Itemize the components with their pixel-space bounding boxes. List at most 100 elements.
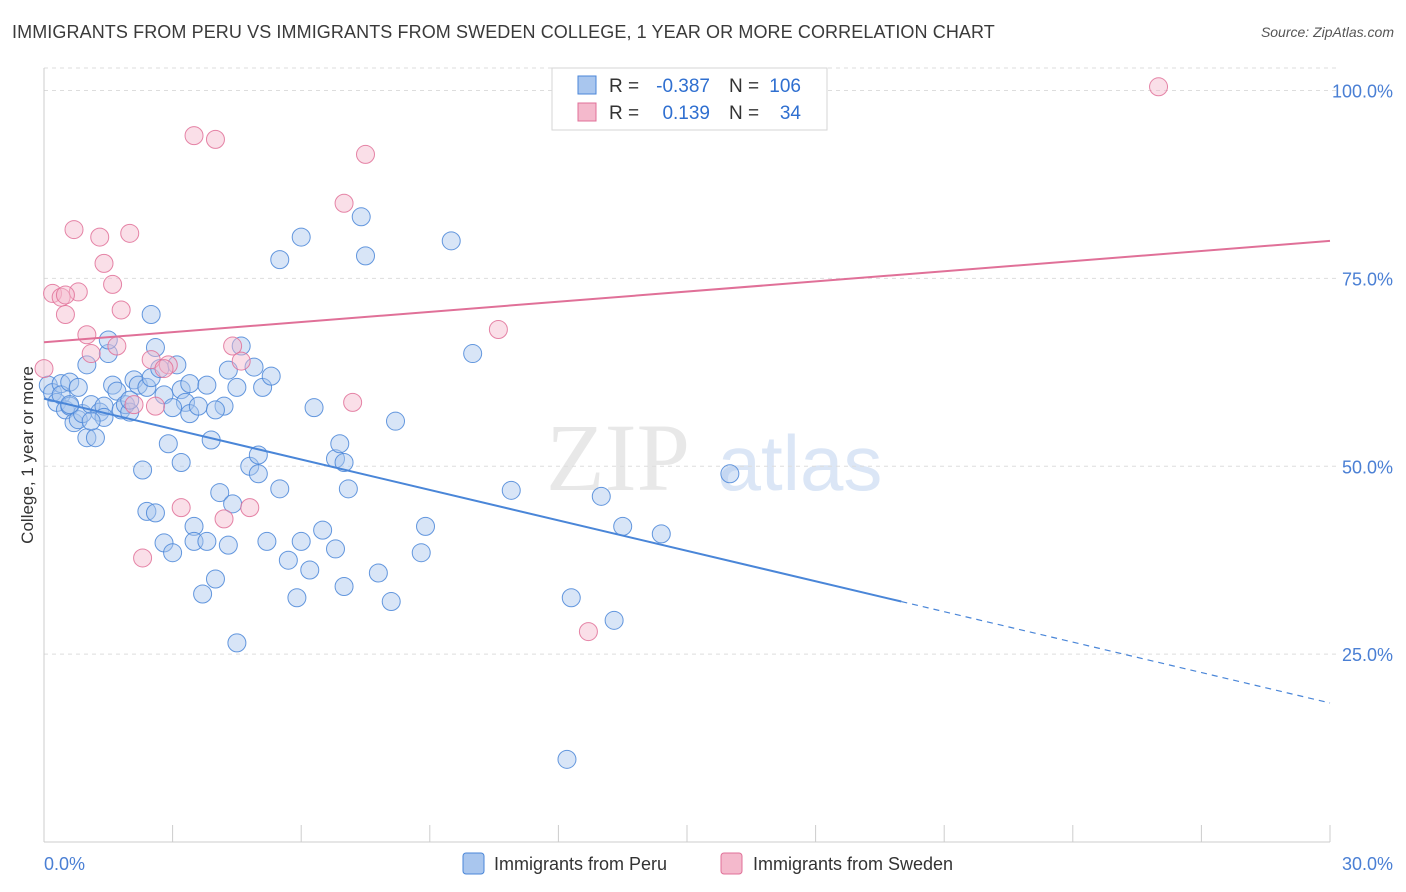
point-sweden <box>223 336 243 356</box>
point-peru <box>81 411 101 431</box>
point-sweden <box>111 300 131 320</box>
point-peru <box>651 524 671 544</box>
watermark-zip: ZIP <box>546 404 690 511</box>
point-peru <box>270 479 290 499</box>
point-peru <box>270 250 290 270</box>
y-tick-label: 75.0% <box>1342 269 1393 289</box>
point-peru <box>338 479 358 499</box>
point-sweden <box>81 344 101 364</box>
point-sweden <box>205 129 225 149</box>
trend-line-peru <box>43 397 902 603</box>
stats-legend: R = -0.387 N = 106 R = 0.139 N = 34 <box>551 67 828 131</box>
point-peru <box>68 377 88 397</box>
point-peru <box>591 486 611 506</box>
legend-n-label-sweden: N = <box>729 103 759 124</box>
point-sweden <box>133 548 153 568</box>
point-peru <box>184 516 204 536</box>
point-peru <box>193 584 213 604</box>
point-peru <box>218 535 238 555</box>
point-peru <box>218 360 238 380</box>
point-peru <box>248 464 268 484</box>
point-peru <box>107 381 127 401</box>
y-tick-label: 25.0% <box>1342 645 1393 665</box>
point-peru <box>604 610 624 630</box>
point-sweden <box>55 285 75 305</box>
legend-r-label-sweden: R = <box>609 103 639 124</box>
legend-swatch-sweden <box>577 102 597 122</box>
legend-swatch-peru <box>577 75 597 95</box>
point-peru <box>171 453 191 473</box>
point-peru <box>158 434 178 454</box>
point-peru <box>501 480 521 500</box>
point-peru <box>257 531 277 551</box>
point-peru <box>175 392 195 412</box>
x-tick-label-max: 30.0% <box>1342 854 1393 874</box>
chart-title: IMMIGRANTS FROM PERU VS IMMIGRANTS FROM … <box>12 22 995 42</box>
stats-legend-box <box>551 67 828 131</box>
point-sweden <box>343 392 363 412</box>
x-tick-label-min: 0.0% <box>44 854 85 874</box>
point-sweden <box>145 396 165 416</box>
point-peru <box>313 520 333 540</box>
x-ticks <box>43 825 1331 842</box>
trend-line-peru-extrapolated <box>901 600 1331 704</box>
bottom-legend-label-peru: Immigrants from Peru <box>494 854 667 874</box>
point-peru <box>334 453 354 473</box>
point-peru <box>291 227 311 247</box>
point-sweden <box>184 126 204 146</box>
point-peru <box>137 377 157 397</box>
y-axis-label: College, 1 year or more <box>18 366 37 544</box>
point-sweden <box>103 274 123 294</box>
point-sweden <box>1149 77 1169 97</box>
legend-n-value-sweden: 34 <box>780 103 802 124</box>
legend-r-value-peru: -0.387 <box>656 76 710 97</box>
point-sweden <box>120 223 140 243</box>
point-peru <box>463 344 483 364</box>
source-label: Source: ZipAtlas.com <box>1260 24 1394 40</box>
bottom-legend-swatch-sweden <box>720 852 743 875</box>
point-peru <box>145 503 165 523</box>
point-sweden <box>488 320 508 340</box>
legend-r-value-sweden: 0.139 <box>662 103 710 124</box>
point-peru <box>325 539 345 559</box>
y-tick-label: 50.0% <box>1342 457 1393 477</box>
point-peru <box>411 543 431 563</box>
point-sweden <box>334 193 354 213</box>
point-peru <box>197 531 217 551</box>
point-peru <box>85 428 105 448</box>
point-sweden <box>94 253 114 273</box>
point-sweden <box>55 304 75 324</box>
point-peru <box>386 411 406 431</box>
point-sweden <box>240 498 260 518</box>
series-legend: Immigrants from Peru Immigrants from Swe… <box>462 852 953 875</box>
point-peru <box>351 207 371 227</box>
point-peru <box>291 531 311 551</box>
legend-n-value-peru: 106 <box>769 76 801 97</box>
point-sweden <box>34 359 54 379</box>
point-peru <box>210 483 230 503</box>
trend-line-sweden <box>43 239 1331 344</box>
point-peru <box>304 398 324 418</box>
point-sweden <box>77 325 97 345</box>
bottom-legend-label-sweden: Immigrants from Sweden <box>753 854 953 874</box>
point-sweden <box>578 622 598 642</box>
point-peru <box>381 592 401 612</box>
point-peru <box>334 577 354 597</box>
point-sweden <box>141 350 161 370</box>
point-peru <box>227 377 247 397</box>
point-peru <box>188 396 208 416</box>
point-peru <box>330 434 350 454</box>
series-sweden-points <box>34 77 1169 642</box>
point-sweden <box>68 282 88 302</box>
point-peru <box>287 588 307 608</box>
point-peru <box>368 563 388 583</box>
point-sweden <box>124 395 144 415</box>
legend-n-label-peru: N = <box>729 76 759 97</box>
point-peru <box>300 560 320 580</box>
point-sweden <box>90 227 110 247</box>
point-sweden <box>154 359 174 379</box>
point-peru <box>561 588 581 608</box>
point-peru <box>145 338 165 358</box>
point-peru <box>197 375 217 395</box>
point-sweden <box>171 498 191 518</box>
